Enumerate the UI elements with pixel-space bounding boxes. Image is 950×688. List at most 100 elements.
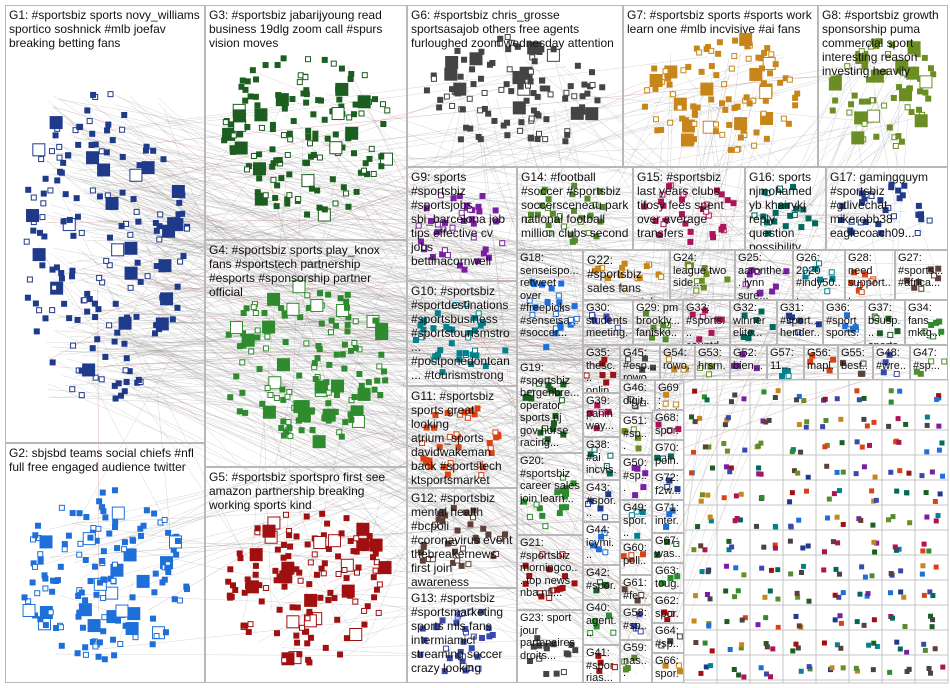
- node: [797, 317, 804, 324]
- node: [286, 192, 293, 199]
- node: [793, 641, 799, 647]
- node: [915, 278, 922, 285]
- edge: [279, 394, 636, 601]
- node: [731, 105, 738, 112]
- node: [767, 588, 773, 594]
- node: [305, 656, 312, 663]
- node: [556, 510, 563, 517]
- node: [527, 68, 534, 75]
- group-label: G64: #sp...: [655, 625, 679, 652]
- node: [924, 449, 930, 455]
- node: [738, 491, 744, 497]
- node: [49, 359, 56, 366]
- node: [321, 56, 328, 63]
- node: [361, 621, 368, 628]
- node: [76, 510, 83, 517]
- group-box: G55: best...: [838, 345, 873, 380]
- node: [250, 304, 257, 311]
- node: [307, 559, 314, 566]
- edge: [136, 394, 600, 544]
- node: [924, 514, 930, 520]
- node: [489, 59, 496, 66]
- node: [442, 645, 449, 652]
- edge: [130, 383, 669, 644]
- node: [341, 365, 348, 372]
- node: [712, 128, 719, 135]
- node: [746, 100, 753, 107]
- node: [157, 211, 164, 218]
- edge: [305, 171, 643, 406]
- node: [375, 609, 382, 616]
- edge: [154, 398, 643, 622]
- node: [436, 104, 443, 111]
- node: [431, 424, 438, 431]
- node: [898, 568, 904, 574]
- node: [680, 191, 687, 198]
- node: [30, 194, 37, 201]
- node: [737, 517, 743, 523]
- node: [42, 575, 49, 582]
- edge: [96, 314, 642, 551]
- node: [236, 131, 243, 138]
- node: [763, 419, 769, 425]
- node: [930, 272, 937, 279]
- node: [121, 539, 128, 546]
- node: [152, 219, 159, 226]
- node: [768, 51, 775, 58]
- node: [486, 439, 493, 446]
- node: [471, 314, 478, 321]
- node: [274, 61, 281, 68]
- node: [791, 468, 797, 474]
- edge: [124, 364, 662, 466]
- node: [919, 571, 925, 577]
- node: [103, 149, 110, 156]
- node: [119, 189, 126, 196]
- node: [782, 223, 789, 230]
- node: [364, 603, 371, 610]
- node: [724, 276, 731, 283]
- node: [652, 85, 659, 92]
- node: [869, 573, 875, 579]
- node: [530, 90, 537, 97]
- node: [523, 97, 530, 104]
- node: [692, 388, 698, 394]
- node: [239, 77, 246, 84]
- node: [892, 544, 898, 550]
- node: [99, 279, 106, 286]
- node: [110, 636, 117, 643]
- node: [459, 610, 466, 617]
- node: [124, 241, 138, 255]
- node: [709, 465, 715, 471]
- node: [685, 63, 692, 70]
- node: [526, 513, 533, 520]
- node: [338, 65, 345, 72]
- node: [680, 366, 687, 373]
- node: [665, 75, 672, 82]
- edge: [50, 337, 913, 558]
- edge: [347, 65, 646, 670]
- node: [726, 538, 732, 544]
- group-box: G14: #football #soccer #sportsbiz soccer…: [517, 167, 633, 250]
- node: [475, 133, 482, 140]
- edge: [338, 563, 645, 623]
- node: [686, 263, 693, 270]
- node: [851, 131, 865, 145]
- node: [721, 81, 728, 88]
- node: [895, 187, 902, 194]
- node: [803, 488, 809, 494]
- node: [150, 147, 157, 154]
- node: [49, 588, 56, 595]
- node: [702, 444, 708, 450]
- node: [727, 146, 734, 153]
- node: [812, 265, 819, 272]
- node: [790, 648, 796, 654]
- node: [541, 425, 548, 432]
- node: [526, 297, 533, 304]
- edge: [263, 421, 272, 610]
- node: [641, 203, 648, 210]
- node: [763, 135, 770, 142]
- node: [42, 621, 49, 628]
- edge: [50, 252, 539, 661]
- edge: [249, 305, 626, 571]
- edge: [710, 108, 743, 325]
